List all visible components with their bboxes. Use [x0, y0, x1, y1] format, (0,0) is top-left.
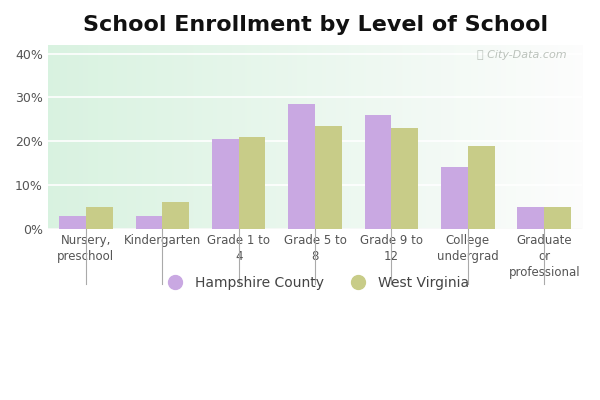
- Bar: [468, 146, 494, 229]
- Bar: [544, 207, 571, 229]
- Bar: [212, 139, 239, 229]
- Bar: [365, 115, 391, 229]
- Bar: [315, 126, 342, 229]
- Bar: [136, 216, 163, 229]
- Bar: [517, 207, 544, 229]
- Bar: [86, 207, 113, 229]
- Text: ⓘ City-Data.com: ⓘ City-Data.com: [477, 50, 566, 60]
- Bar: [289, 104, 315, 229]
- Title: School Enrollment by Level of School: School Enrollment by Level of School: [83, 15, 548, 35]
- Legend: Hampshire County, West Virginia: Hampshire County, West Virginia: [156, 270, 475, 295]
- Bar: [59, 216, 86, 229]
- Bar: [441, 168, 468, 229]
- Bar: [239, 137, 265, 229]
- Bar: [163, 202, 189, 229]
- Bar: [391, 128, 418, 229]
